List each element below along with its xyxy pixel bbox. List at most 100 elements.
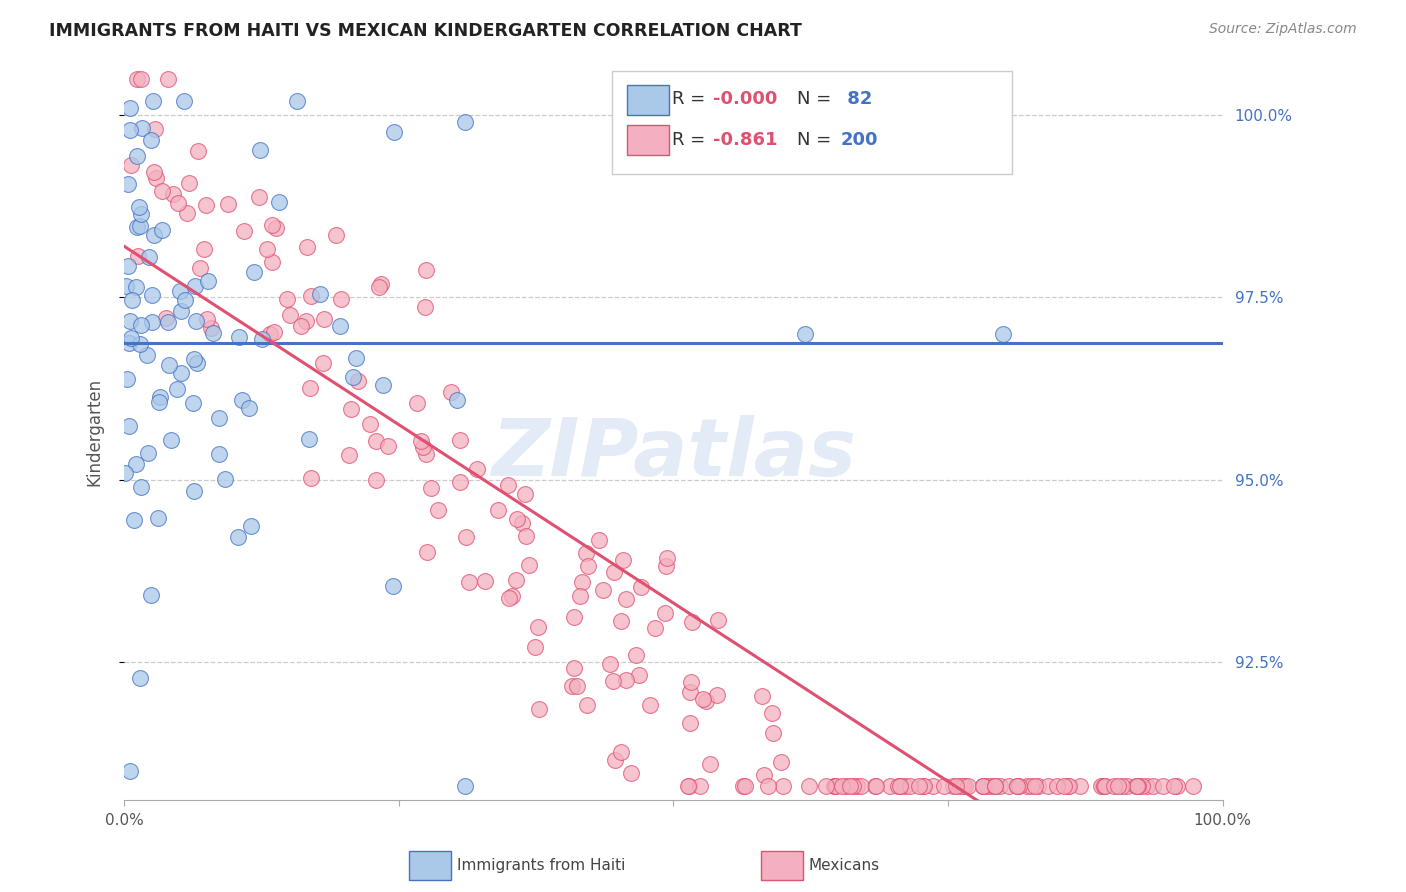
- Point: [264, 220, 287, 235]
- Point: [676, 779, 699, 793]
- Point: [1128, 779, 1150, 793]
- Point: [139, 588, 162, 602]
- Point: [831, 779, 853, 793]
- Point: [506, 512, 529, 526]
- Point: [129, 480, 152, 494]
- Point: [846, 779, 869, 793]
- Point: [602, 674, 624, 689]
- Point: [366, 473, 388, 487]
- Point: [1092, 779, 1115, 793]
- Point: [889, 779, 911, 793]
- Point: [614, 591, 637, 606]
- Point: [238, 401, 260, 416]
- Point: [138, 250, 160, 264]
- Point: [240, 519, 263, 533]
- Point: [415, 263, 437, 277]
- Point: [409, 434, 432, 449]
- Point: [127, 71, 149, 86]
- Point: [1028, 779, 1050, 793]
- Point: [1057, 779, 1080, 793]
- Point: [654, 606, 676, 620]
- Point: [173, 94, 195, 108]
- Text: R =: R =: [672, 131, 717, 149]
- Point: [454, 115, 477, 129]
- Point: [344, 351, 367, 366]
- Point: [262, 255, 284, 269]
- Point: [114, 467, 136, 481]
- Point: [184, 279, 207, 293]
- Point: [1005, 779, 1028, 793]
- Point: [256, 242, 278, 256]
- Text: ZIPatlas: ZIPatlas: [491, 416, 856, 493]
- Point: [177, 176, 200, 190]
- Point: [141, 315, 163, 329]
- Point: [988, 779, 1011, 793]
- Point: [162, 186, 184, 201]
- Point: [980, 779, 1002, 793]
- Point: [824, 779, 846, 793]
- Point: [1107, 779, 1129, 793]
- Point: [898, 779, 921, 793]
- Point: [754, 768, 776, 782]
- Point: [128, 219, 150, 233]
- Point: [526, 620, 548, 634]
- Point: [295, 240, 318, 254]
- Point: [406, 396, 429, 410]
- Point: [1163, 779, 1185, 793]
- Point: [515, 529, 537, 543]
- Point: [628, 668, 651, 682]
- Point: [226, 530, 249, 544]
- Point: [359, 417, 381, 431]
- Point: [1116, 779, 1139, 793]
- Point: [562, 661, 585, 675]
- Point: [761, 706, 783, 721]
- Point: [347, 374, 370, 388]
- Point: [312, 355, 335, 369]
- Point: [879, 779, 901, 793]
- Point: [772, 779, 794, 793]
- Point: [290, 318, 312, 333]
- Point: [181, 396, 204, 410]
- Point: [339, 402, 361, 417]
- Point: [449, 433, 471, 447]
- Point: [562, 609, 585, 624]
- Point: [695, 694, 717, 708]
- Point: [692, 691, 714, 706]
- Point: [184, 314, 207, 328]
- Point: [889, 779, 911, 793]
- Point: [934, 779, 956, 793]
- Point: [188, 260, 211, 275]
- Point: [118, 419, 141, 434]
- Point: [183, 483, 205, 498]
- Point: [576, 559, 599, 574]
- Point: [195, 312, 218, 326]
- Point: [329, 318, 352, 333]
- Point: [523, 640, 546, 654]
- Point: [118, 764, 141, 779]
- Point: [731, 779, 754, 793]
- Point: [285, 94, 308, 108]
- Point: [136, 348, 159, 362]
- Point: [170, 366, 193, 380]
- Point: [373, 378, 395, 392]
- Text: R =: R =: [672, 90, 711, 108]
- Point: [465, 462, 488, 476]
- Point: [561, 679, 583, 693]
- Point: [183, 352, 205, 367]
- Point: [620, 766, 643, 780]
- Point: [129, 318, 152, 332]
- Point: [1056, 779, 1078, 793]
- Point: [498, 591, 520, 605]
- Point: [849, 779, 872, 793]
- Point: [312, 311, 335, 326]
- Point: [415, 447, 437, 461]
- Point: [678, 779, 700, 793]
- Point: [267, 195, 290, 210]
- Point: [298, 381, 321, 395]
- Point: [174, 293, 197, 307]
- Point: [841, 779, 863, 793]
- Point: [420, 481, 443, 495]
- Point: [505, 573, 527, 587]
- Point: [1036, 779, 1059, 793]
- Point: [127, 249, 149, 263]
